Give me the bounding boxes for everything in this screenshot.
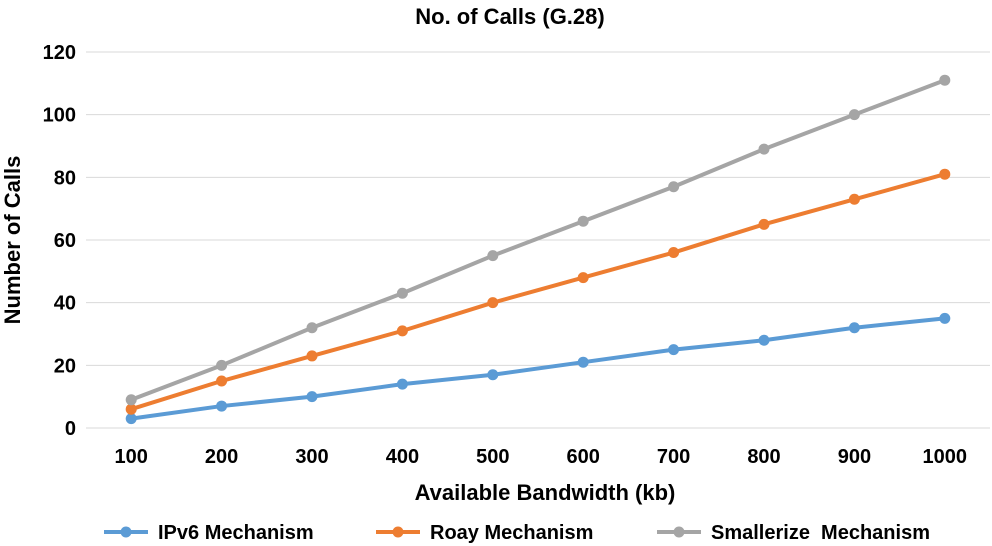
data-point — [487, 250, 499, 262]
gridlines — [86, 51, 990, 429]
data-point — [487, 369, 499, 381]
data-point — [487, 297, 499, 309]
x-tick-label: 500 — [476, 446, 509, 468]
data-point — [939, 168, 951, 180]
data-point — [668, 247, 680, 259]
y-tick-label: 100 — [43, 105, 76, 127]
x-tick-label: 700 — [657, 446, 690, 468]
series-2 — [125, 168, 951, 415]
data-point — [306, 350, 318, 362]
data-point — [125, 403, 137, 415]
x-tick-label: 600 — [567, 446, 600, 468]
series-3 — [125, 74, 951, 406]
x-tick-label: 200 — [205, 446, 238, 468]
legend-item: Smallerize Mechanism — [657, 522, 930, 544]
y-axis-ticks: 0 20 40 60 80 100 120 — [43, 42, 76, 440]
x-tick-label: 1000 — [923, 446, 968, 468]
x-tick-label: 100 — [115, 446, 148, 468]
data-point — [216, 359, 228, 371]
data-point — [848, 322, 860, 334]
y-tick-label: 20 — [54, 355, 76, 377]
legend-swatch-marker — [120, 526, 132, 538]
x-axis-label: Available Bandwidth (kb) — [415, 480, 676, 505]
data-point — [758, 143, 770, 155]
legend-label: Smallerize Mechanism — [711, 522, 930, 544]
y-tick-label: 120 — [43, 42, 76, 64]
data-point — [577, 215, 589, 227]
data-point — [306, 322, 318, 334]
data-point — [668, 181, 680, 193]
legend-label: IPv6 Mechanism — [158, 522, 314, 544]
data-point — [939, 312, 951, 324]
data-point — [848, 193, 860, 205]
data-point — [125, 413, 137, 425]
data-point — [216, 400, 228, 412]
data-point — [125, 394, 137, 406]
series-line — [129, 316, 947, 421]
legend-item: IPv6 Mechanism — [104, 522, 314, 544]
x-tick-label: 400 — [386, 446, 419, 468]
y-tick-label: 0 — [65, 418, 76, 440]
y-tick-label: 60 — [54, 230, 76, 252]
data-point — [577, 356, 589, 368]
series-line — [129, 78, 947, 402]
legend-swatch-marker — [673, 526, 685, 538]
data-point — [577, 272, 589, 284]
legend: IPv6 Mechanism Roay Mechanism Smallerize M… — [104, 522, 930, 544]
y-axis-label: Number of Calls — [0, 156, 25, 325]
x-tick-label: 900 — [838, 446, 871, 468]
data-point — [306, 391, 318, 403]
series-layer — [125, 74, 951, 425]
series-line — [129, 172, 947, 412]
data-point — [758, 218, 770, 230]
legend-item: Roay Mechanism — [376, 522, 593, 544]
data-point — [668, 344, 680, 356]
legend-label: Roay Mechanism — [430, 522, 593, 544]
data-point — [396, 378, 408, 390]
data-point — [758, 334, 770, 346]
data-point — [216, 375, 228, 387]
data-point — [939, 74, 951, 86]
x-tick-label: 800 — [747, 446, 780, 468]
x-tick-label: 300 — [295, 446, 328, 468]
data-point — [396, 287, 408, 299]
legend-swatch-marker — [392, 526, 404, 538]
data-point — [396, 325, 408, 337]
series-1 — [125, 312, 951, 425]
y-tick-label: 80 — [54, 167, 76, 189]
y-tick-label: 40 — [54, 293, 76, 315]
x-axis-ticks: 100 200 300 400 500 600 700 800 900 1000 — [115, 446, 968, 468]
chart-title: No. of Calls (G.28) — [415, 4, 604, 29]
data-point — [848, 109, 860, 121]
